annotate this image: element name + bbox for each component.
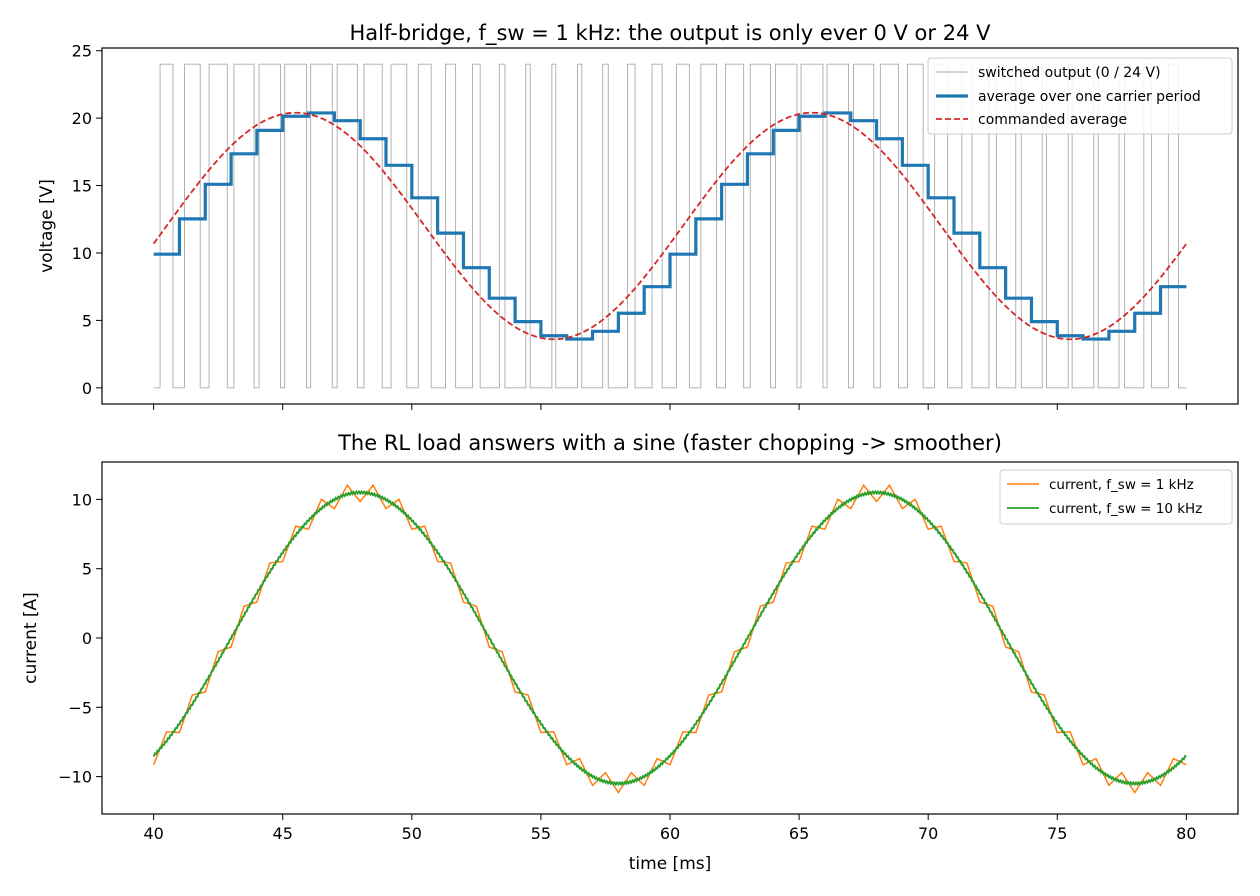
- legend-label-switched: switched output (0 / 24 V): [978, 65, 1161, 81]
- current-1khz-line: [152, 483, 1187, 794]
- current-legend: current, f_sw = 1 kHz current, f_sw = 10…: [999, 469, 1233, 525]
- current-x-tick-label: 80: [1176, 824, 1196, 843]
- current-10khz-line: [152, 489, 1187, 787]
- voltage-y-axis: 0 5 10 15 20 25: [72, 42, 102, 398]
- voltage-x-axis: [153, 404, 1187, 410]
- carrier-average-line: [153, 111, 1187, 341]
- current-y-tick-label: −10: [58, 768, 92, 787]
- legend-label-average: average over one carrier period: [978, 89, 1201, 105]
- voltage-y-tick-label: 0: [82, 379, 92, 398]
- current-y-axis-label: current [A]: [21, 592, 41, 684]
- legend-label-commanded: commanded average: [978, 112, 1127, 128]
- current-y-tick-label: 5: [82, 560, 92, 579]
- current-chart-title: The RL load answers with a sine (faster …: [337, 431, 1002, 455]
- current-plot-area: [152, 483, 1187, 794]
- current-x-tick-label: 40: [143, 824, 163, 843]
- voltage-y-tick-label: 15: [72, 177, 92, 196]
- current-x-tick-label: 75: [1047, 824, 1067, 843]
- current-panel: The RL load answers with a sine (faster …: [21, 431, 1239, 874]
- current-x-tick-label: 60: [660, 824, 680, 843]
- voltage-y-tick-label: 10: [72, 244, 92, 263]
- voltage-y-axis-label: voltage [V]: [37, 179, 57, 273]
- current-x-tick-label: 50: [402, 824, 422, 843]
- voltage-y-tick-label: 5: [82, 311, 92, 330]
- x-axis-label: time [ms]: [629, 854, 712, 874]
- current-x-tick-label: 65: [789, 824, 809, 843]
- current-x-axis: 40 45 50 55 60 65 70 75 80: [143, 814, 1197, 843]
- current-y-tick-label: 10: [72, 490, 92, 509]
- current-y-axis: −10 −5 0 5 10: [58, 490, 102, 787]
- current-x-tick-label: 55: [531, 824, 551, 843]
- voltage-y-tick-label: 25: [72, 42, 92, 61]
- commanded-average-line: [152, 111, 1188, 341]
- current-y-tick-label: −5: [68, 698, 92, 717]
- current-x-tick-label: 70: [918, 824, 938, 843]
- voltage-y-tick-label: 20: [72, 109, 92, 128]
- current-y-tick-label: 0: [82, 629, 92, 648]
- current-x-tick-label: 45: [273, 824, 293, 843]
- voltage-legend: switched output (0 / 24 V) average over …: [927, 57, 1233, 135]
- voltage-panel: Half-bridge, f_sw = 1 kHz: the output is…: [37, 21, 1239, 410]
- legend-label-current-1khz: current, f_sw = 1 kHz: [1049, 477, 1194, 493]
- legend-label-current-10khz: current, f_sw = 10 kHz: [1049, 501, 1202, 517]
- voltage-chart-title: Half-bridge, f_sw = 1 kHz: the output is…: [350, 21, 992, 46]
